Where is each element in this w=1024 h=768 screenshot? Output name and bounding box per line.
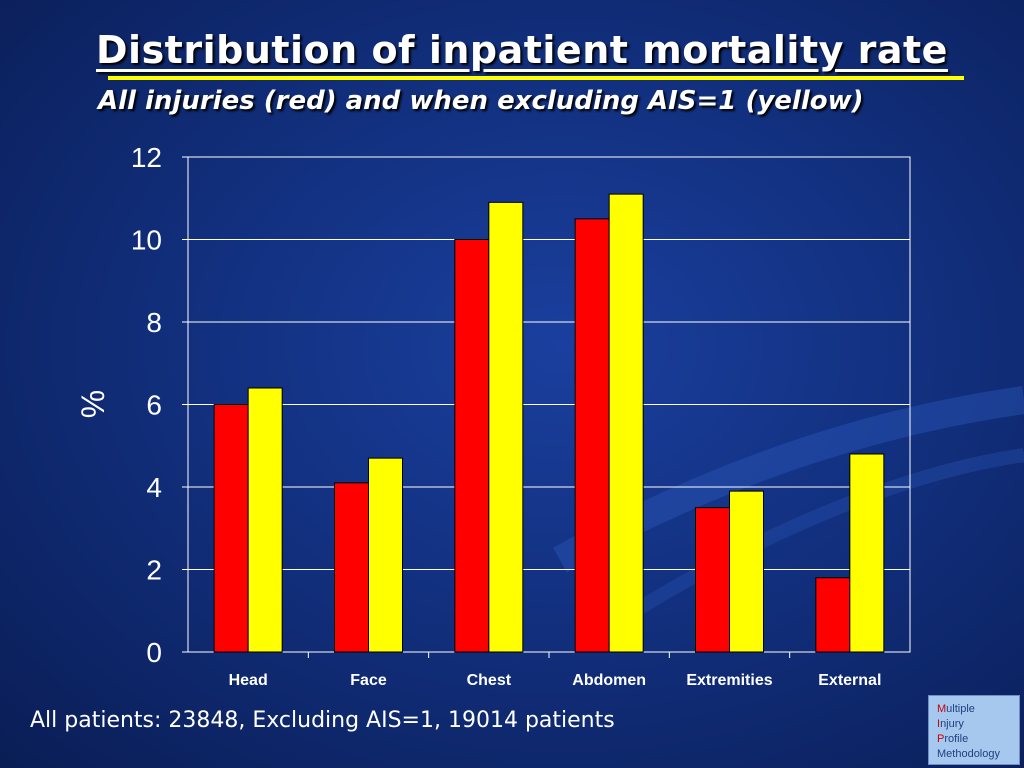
- y-tick-label: 4: [146, 472, 162, 503]
- bar-extremities-series-2: [729, 490, 764, 653]
- x-tick-label: Face: [350, 672, 387, 689]
- bar-head-series-1: [213, 404, 249, 653]
- y-tick-label: 6: [146, 390, 162, 421]
- bar-extremities-series-1: [695, 507, 730, 653]
- slide-subtitle: All injuries (red) and when excluding AI…: [98, 86, 864, 116]
- mipm-logo: Multiple Injury Profile Methodology: [928, 695, 1020, 765]
- bar-external-series-2: [849, 453, 885, 653]
- logo-line-4: Methodology: [937, 748, 1000, 760]
- y-tick-label: 0: [146, 637, 162, 668]
- bar-face-series-2: [368, 457, 403, 653]
- bar-chest-series-1: [454, 239, 490, 653]
- y-tick-label: 12: [131, 142, 162, 173]
- bar-abdomen-series-2: [608, 193, 644, 653]
- title-underline: [108, 76, 964, 80]
- bar-external-series-1: [815, 577, 851, 653]
- bar-head-series-2: [247, 387, 283, 653]
- y-tick-label: 10: [131, 225, 162, 256]
- x-tick-label: Abdomen: [572, 672, 646, 689]
- bar-abdomen-series-1: [574, 218, 610, 653]
- slide-title: Distribution of inpatient mortality rate: [96, 28, 948, 72]
- logo-line-3: Profile: [937, 733, 969, 745]
- x-tick-label: External: [818, 672, 881, 689]
- y-tick-label: 2: [146, 555, 162, 586]
- bar-chest-series-2: [488, 201, 524, 653]
- bar-face-series-1: [334, 482, 369, 653]
- x-tick-label: Head: [229, 672, 268, 689]
- y-tick-label: 8: [146, 307, 162, 338]
- logo-line-1: Multiple: [937, 703, 975, 715]
- x-tick-label: Extremities: [686, 672, 772, 689]
- patient-count-footnote: All patients: 23848, Excluding AIS=1, 19…: [30, 708, 615, 733]
- y-axis-label: %: [75, 390, 111, 418]
- x-tick-label: Chest: [467, 672, 512, 689]
- logo-line-2: Injury: [937, 718, 964, 730]
